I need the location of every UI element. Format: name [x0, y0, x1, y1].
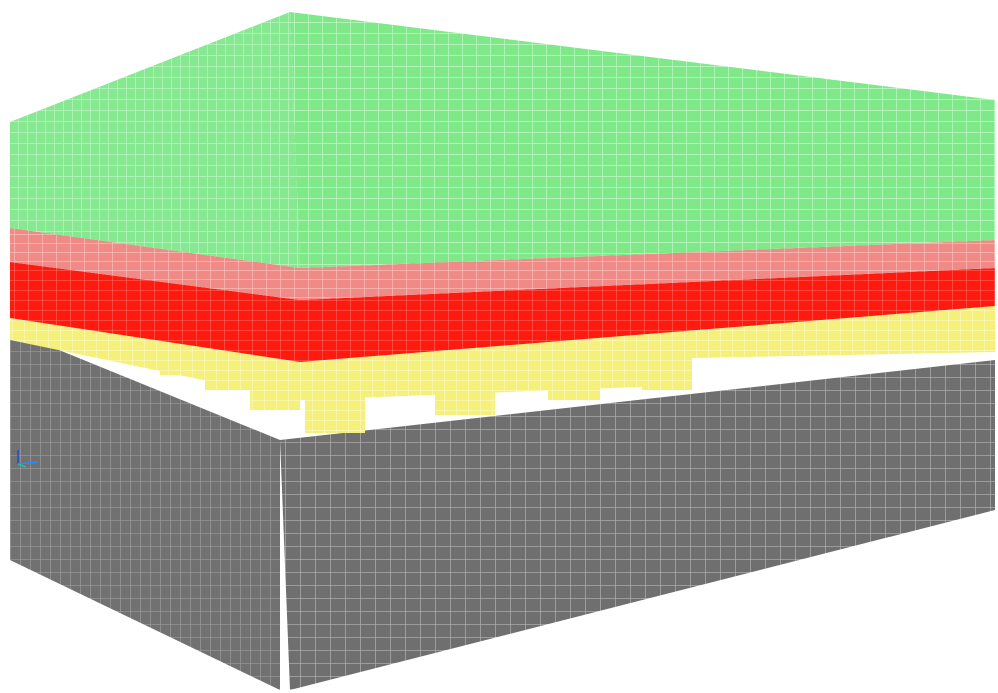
pier[interactable]: [250, 355, 300, 410]
pier[interactable]: [370, 355, 420, 395]
pier[interactable]: [435, 355, 495, 415]
red-band[interactable]: [10, 262, 995, 362]
upper-red-band[interactable]: [10, 228, 995, 300]
pier[interactable]: [612, 340, 642, 362]
pier[interactable]: [500, 350, 540, 385]
base-block[interactable]: [10, 330, 995, 690]
pier[interactable]: [642, 335, 692, 390]
top-slab[interactable]: [10, 12, 995, 268]
pier[interactable]: [305, 365, 365, 433]
pier[interactable]: [548, 345, 600, 400]
axis-triad-icon: [17, 450, 39, 468]
